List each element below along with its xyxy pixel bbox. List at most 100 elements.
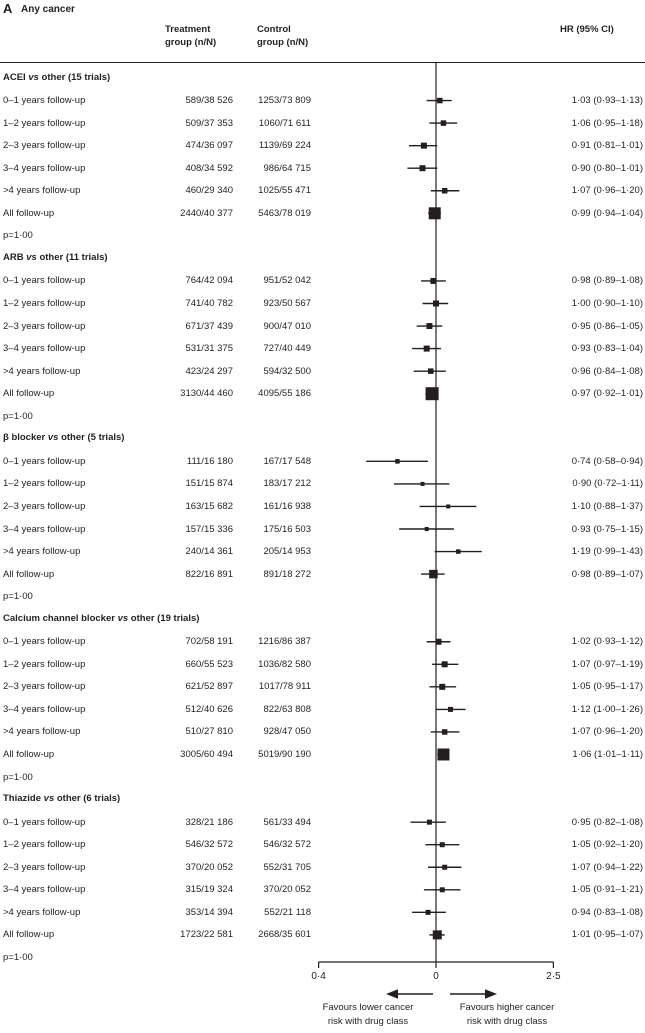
hr-value: 0·90 (0·80–1·01) [571,162,643,174]
section-title: Thiazide vs other (6 trials) [3,793,121,805]
panel-label: A [3,1,13,16]
control-value: 552/21 118 [264,906,311,918]
hr-value: 0·93 (0·75–1·15) [571,523,643,535]
treatment-value: 240/14 361 [185,546,233,558]
control-value: 727/40 449 [263,343,311,355]
section-title: ARB vs other (11 trials) [3,251,108,263]
control-value: 183/17 212 [263,478,311,490]
control-value: 552/31 705 [263,861,311,873]
treatment-value: 822/16 891 [185,568,233,580]
row-label: >4 years follow-up [3,726,81,738]
treatment-value: 353/14 394 [185,906,233,918]
control-value: 1017/78 911 [258,681,311,693]
axis-tick-label: 0 [433,971,439,982]
control-value: 561/33 494 [263,816,311,828]
control-value: 546/32 572 [263,839,311,851]
control-value: 1253/73 809 [258,95,311,107]
control-value: 1025/55 471 [258,185,311,197]
point-estimate-marker [441,661,448,668]
treatment-value: 111/16 180 [186,455,233,467]
row-label: >4 years follow-up [3,365,81,377]
header-rule [0,62,645,64]
row-label: 3–4 years follow-up [3,703,86,715]
point-estimate-marker [429,569,438,579]
p-value: p=1·00 [3,591,33,603]
right-arrow-head [485,989,497,999]
section-title: Calcium channel blocker vs other (19 tri… [3,612,200,624]
p-value: p=1·00 [3,951,33,963]
point-estimate-marker [430,277,437,284]
hr-value: 1·02 (0·93–1·12) [571,636,643,648]
point-estimate-marker [439,887,445,893]
point-estimate-marker [442,864,448,870]
row-label: All follow-up [3,388,55,400]
point-estimate-marker [428,368,434,374]
treatment-value: 474/36 097 [185,140,233,152]
row-label: 0–1 years follow-up [3,275,86,287]
hr-value: 0·74 (0·58–0·94) [571,455,643,467]
row-label: 2–3 years follow-up [3,681,86,693]
point-estimate-marker [435,638,442,645]
hr-value: 0·97 (0·92–1·01) [571,388,643,400]
hr-value: 1·03 (0·93–1·13) [571,95,643,107]
point-estimate-marker [420,481,425,486]
treatment-value: 1723/22 581 [180,929,233,941]
point-estimate-marker [420,142,427,149]
section-title: β blocker vs other (5 trials) [3,432,125,444]
treatment-value: 671/37 439 [185,320,233,332]
point-estimate-marker [425,909,431,915]
treatment-value: 546/32 572 [185,839,233,851]
hr-value: 0·95 (0·82–1·08) [571,816,643,828]
axis-tick-label: 2·5 [546,971,561,982]
control-value: 594/32 500 [263,365,311,377]
p-value: p=1·00 [3,410,33,422]
row-label: 2–3 years follow-up [3,140,86,152]
treatment-value: 2440/40 377 [180,207,233,219]
row-label: 1–2 years follow-up [3,478,86,490]
left-arrow-caption: risk with drug class [328,1016,408,1027]
column-header-control: Control group (n/N) [257,24,309,48]
control-value: 205/14 953 [263,546,311,558]
control-value: 370/20 052 [263,884,311,896]
point-estimate-marker [437,97,443,104]
control-value: 1036/82 580 [258,658,311,670]
hr-value: 1·05 (0·95–1·17) [571,681,643,693]
treatment-value: 509/37 353 [185,117,233,129]
point-estimate-marker [426,819,432,825]
control-value: 5463/78 019 [258,207,311,219]
treatment-value: 510/27 810 [185,726,233,738]
row-label: 0–1 years follow-up [3,95,86,107]
point-estimate-marker [448,706,454,712]
hr-value: 0·98 (0·89–1·07) [571,568,643,580]
p-value: p=1·00 [3,771,33,783]
section-title: ACEI vs other (15 trials) [3,71,111,83]
control-value: 891/18 272 [263,568,311,580]
row-label: All follow-up [3,568,55,580]
hr-value: 0·91 (0·81–1·01) [571,140,643,152]
hr-value: 1·19 (0·99–1·43) [571,546,643,558]
p-value: p=1·00 [3,230,33,242]
treatment-value: 702/58 191 [185,636,233,648]
hr-value: 1·07 (0·97–1·19) [571,658,643,670]
treatment-value: 3005/60 494 [180,749,233,760]
treatment-value: 3130/44 460 [180,388,233,400]
hr-value: 1·01 (0·95–1·07) [571,929,643,941]
point-estimate-marker [433,300,439,307]
point-estimate-marker [441,729,448,735]
figure-title: Any cancer [21,4,75,15]
row-label: 1–2 years follow-up [3,839,86,851]
control-value: 161/16 938 [263,500,311,512]
row-label: 1–2 years follow-up [3,117,86,129]
row-label: 0–1 years follow-up [3,816,86,828]
right-arrow-caption: Favours higher cancer [460,1002,555,1013]
left-arrow-caption: Favours lower cancer [323,1002,414,1013]
treatment-value: 460/29 340 [185,185,233,197]
hr-value: 1·12 (1·00–1·26) [571,703,643,715]
row-label: 3–4 years follow-up [3,343,86,355]
left-arrow-head [386,989,398,999]
row-label: 2–3 years follow-up [3,861,86,873]
row-label: >4 years follow-up [3,546,81,558]
hr-value: 0·95 (0·86–1·05) [571,320,643,332]
